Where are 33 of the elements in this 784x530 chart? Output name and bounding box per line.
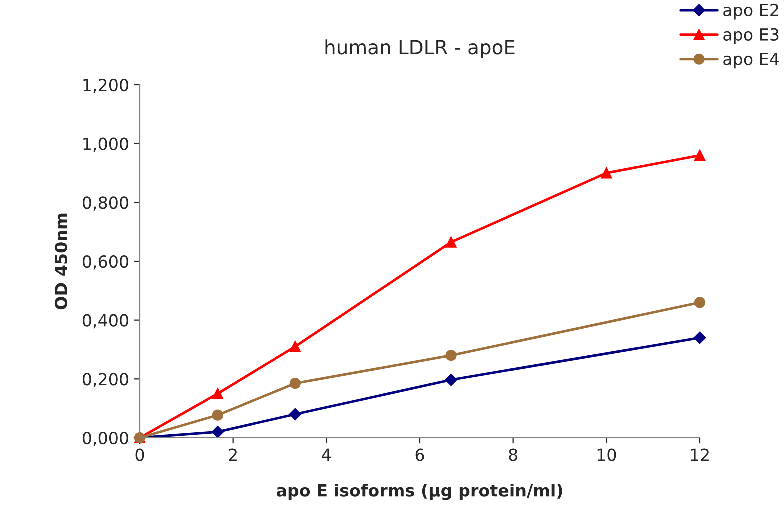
point — [290, 341, 301, 352]
y-tick-label: 0,800 — [82, 196, 128, 211]
point — [445, 374, 458, 386]
x-tick-label: 0 — [136, 448, 144, 462]
point — [601, 168, 612, 179]
y-tick-label: 1,200 — [84, 78, 128, 94]
point — [446, 350, 457, 362]
point — [694, 150, 706, 162]
x-tick-label: 8 — [509, 448, 518, 462]
chart-title: human LDLR - apoE — [326, 40, 515, 58]
y-tick-label: 0,600 — [82, 255, 128, 270]
point — [212, 410, 224, 421]
x-tick-label: 2 — [229, 448, 237, 462]
point — [290, 378, 301, 390]
y-tick-label: 0,200 — [82, 373, 128, 388]
x-axis-title: apo E isoforms (µg protein/ml) — [276, 484, 562, 500]
legend-label: apo E3 — [724, 28, 779, 44]
point — [694, 297, 706, 308]
point — [212, 426, 224, 438]
y-tick-label: 0,400 — [82, 314, 128, 329]
point — [446, 236, 457, 248]
x-tick-label: 12 — [691, 448, 709, 462]
x-tick-label: 6 — [416, 448, 424, 462]
point — [694, 332, 706, 344]
x-tick-label: 4 — [322, 448, 332, 462]
legend-label: apo E2 — [724, 4, 778, 20]
x-tick-label: 10 — [598, 448, 616, 462]
y-tick-label: 1,000 — [84, 138, 128, 152]
point — [212, 388, 224, 400]
legend-label: apo E4 — [724, 53, 780, 69]
y-tick-label: 0,000 — [82, 432, 128, 446]
point — [289, 408, 302, 421]
y-axis-title: OD 450nm — [54, 214, 68, 310]
